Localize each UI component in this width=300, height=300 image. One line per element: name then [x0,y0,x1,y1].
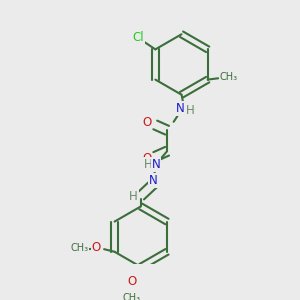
Text: N: N [152,158,161,171]
Text: H: H [143,158,152,171]
Text: O: O [142,152,151,165]
Text: O: O [92,241,101,254]
Text: N: N [149,174,158,188]
Text: Cl: Cl [133,31,144,44]
Text: N: N [176,102,184,115]
Text: O: O [127,275,136,288]
Text: H: H [129,190,138,203]
Text: CH₃: CH₃ [220,72,238,82]
Text: H: H [186,104,195,117]
Text: CH₃: CH₃ [122,293,141,300]
Text: O: O [142,116,151,129]
Text: CH₃: CH₃ [70,243,89,253]
